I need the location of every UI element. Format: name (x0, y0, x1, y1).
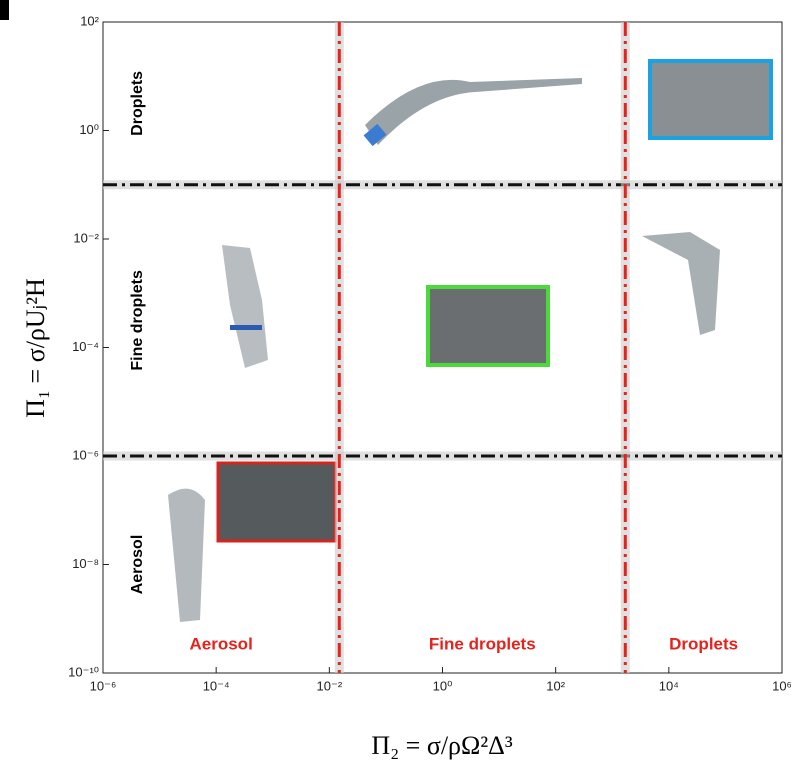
y-tick-label: 10⁻⁴ (72, 339, 99, 354)
y-tick-label: 10⁻² (73, 230, 99, 245)
y-region-label: Fine droplets (129, 270, 146, 371)
x-region-label: Aerosol (190, 634, 253, 653)
x-tick-label: 10⁰ (433, 678, 453, 693)
photo-droplets (650, 61, 771, 138)
y-axis-title: Π₁ = σ/ρUⱼ²H (21, 278, 50, 418)
x-tick-label: 10⁶ (772, 678, 792, 693)
handpiece-band (230, 325, 262, 330)
y-tick-label: 10⁰ (79, 122, 99, 137)
x-region-label: Fine droplets (429, 634, 536, 653)
x-axis-title: Π₂ = σ/ρΩ²Δ³ (371, 731, 513, 760)
y-region-label: Aerosol (129, 535, 146, 595)
highspeed-handpiece (168, 489, 205, 622)
panel-marker (0, 0, 9, 20)
x-tick-label: 10⁻⁴ (203, 678, 230, 693)
y-tick-label: 10² (80, 13, 99, 28)
photos (168, 61, 771, 622)
syringe (642, 232, 720, 335)
y-tick-label: 10⁻⁸ (72, 556, 99, 571)
x-tick-label: 10² (546, 678, 565, 693)
photo-aerosol (218, 463, 335, 541)
y-tick-label: 10⁻⁶ (72, 447, 99, 462)
x-tick-label: 10⁻⁶ (90, 678, 117, 693)
y-region-label: Droplets (129, 71, 146, 136)
x-tick-label: 10⁻² (317, 678, 343, 693)
x-region-label: Droplets (669, 634, 738, 653)
x-tick-label: 10⁴ (659, 678, 679, 693)
scaler-tip (365, 78, 582, 145)
y-tick-label: 10⁻¹⁰ (68, 664, 99, 679)
handpiece (222, 245, 268, 368)
chart: Π₂ = σ/ρΩ²Δ³ Π₁ = σ/ρUⱼ²H 10⁻⁶ 10⁻⁴ 10⁻² 10… (0, 0, 807, 767)
photo-fine-droplets (428, 287, 548, 365)
